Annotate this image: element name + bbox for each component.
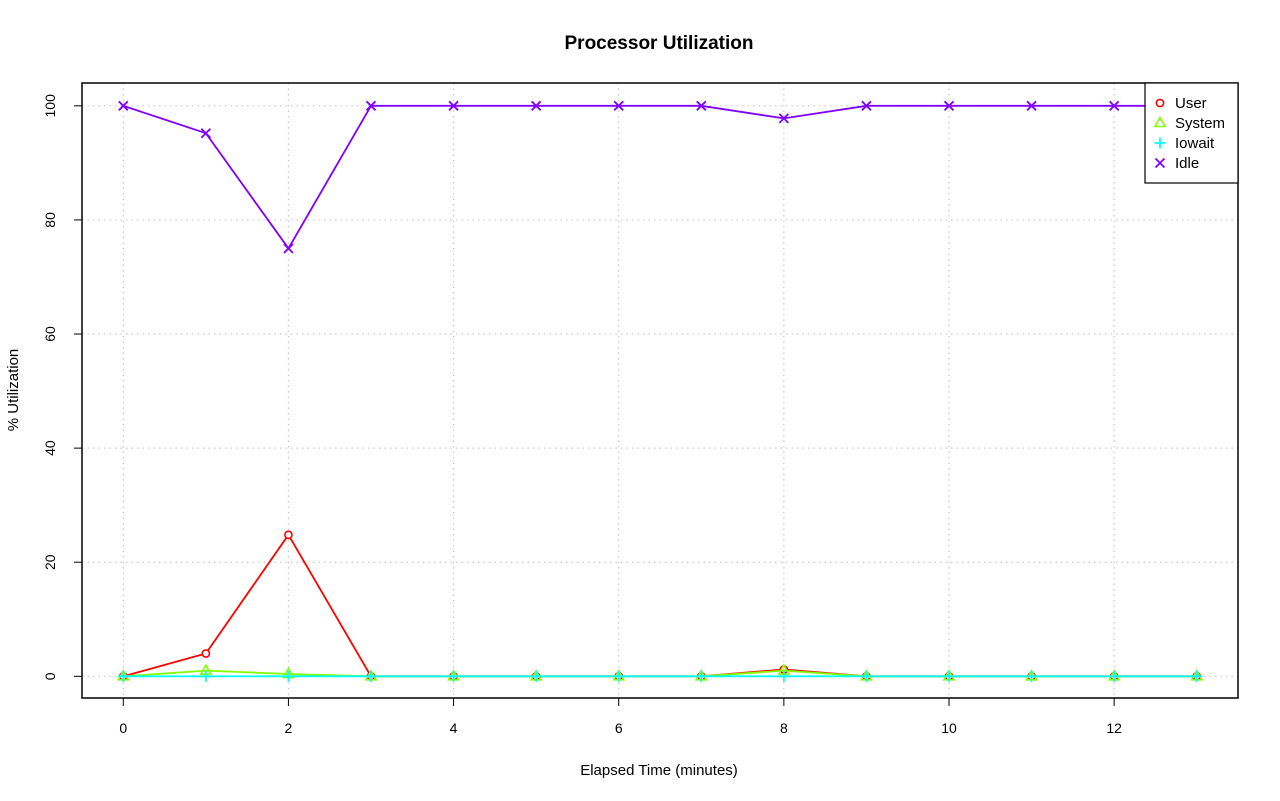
y-tick-label: 60 [42, 326, 58, 342]
data-point-iowait [943, 670, 955, 682]
data-point-idle [613, 100, 624, 111]
x-tick-label: 8 [780, 720, 788, 736]
data-point-iowait [1108, 670, 1120, 682]
x-tick-label: 4 [450, 720, 458, 736]
data-point-idle [448, 100, 459, 111]
chart-title: Processor Utilization [565, 33, 754, 54]
y-tick-label: 20 [42, 554, 58, 570]
legend-item-iowait: Iowait [1154, 135, 1215, 152]
data-point-user [284, 530, 293, 540]
data-point-iowait [695, 670, 707, 682]
y-tick-label: 40 [42, 440, 58, 456]
series-iowait [117, 670, 1203, 682]
legend-marker-user [1155, 98, 1165, 108]
legend: User System Iowait Idle [1144, 82, 1239, 184]
legend-label-system: System [1175, 115, 1225, 132]
x-axis-label: Elapsed Time (minutes) [580, 762, 738, 779]
legend-label-user: User [1175, 95, 1207, 112]
x-tick-label: 12 [1106, 720, 1122, 736]
y-axis-label: % Utilization [5, 349, 22, 432]
data-point-iowait [365, 670, 377, 682]
data-point-idle [365, 100, 377, 111]
x-tick-label: 0 [119, 720, 127, 736]
data-point-iowait [613, 670, 625, 682]
data-point-idle [943, 100, 955, 111]
x-tick-label: 6 [615, 720, 623, 736]
data-point-iowait [448, 670, 460, 682]
data-point-idle [283, 243, 294, 254]
data-point-idle [778, 113, 789, 124]
data-point-idle [861, 100, 872, 111]
legend-marker-idle [1154, 157, 1166, 169]
legend-marker-system [1153, 115, 1167, 128]
x-tick-label: 10 [941, 720, 957, 736]
y-tick-label: 0 [42, 672, 58, 680]
data-point-iowait [1191, 670, 1203, 682]
series-line-user [123, 533, 1197, 678]
data-point-iowait [117, 670, 129, 682]
data-point-iowait [778, 670, 790, 682]
grid [82, 83, 1238, 698]
data-point-user [201, 649, 211, 658]
legend-label-idle: Idle [1175, 155, 1199, 172]
series-idle [118, 100, 1202, 254]
data-point-idle [118, 100, 129, 111]
series-layer [116, 100, 1204, 682]
plot-frame [81, 82, 1239, 699]
legend-item-user: User [1155, 95, 1207, 112]
series-system [116, 663, 1204, 681]
series-user [118, 530, 1202, 681]
data-point-idle [1109, 100, 1120, 111]
data-point-iowait [1026, 670, 1038, 682]
x-axis: 0 2 4 6 8 10 12 [119, 698, 1122, 736]
legend-item-system: System [1153, 115, 1225, 132]
data-point-idle [1026, 100, 1037, 111]
data-point-iowait [282, 670, 294, 682]
data-point-idle [531, 100, 542, 111]
data-point-idle [696, 100, 707, 111]
legend-marker-iowait [1154, 137, 1166, 149]
series-line-idle [123, 104, 1197, 251]
data-point-iowait [860, 670, 872, 682]
data-point-iowait [530, 670, 542, 682]
y-axis: 0 20 40 60 80 100 [42, 94, 82, 680]
data-point-idle [200, 128, 211, 139]
y-tick-label: 100 [42, 94, 58, 118]
y-tick-label: 80 [42, 212, 58, 228]
legend-item-idle: Idle [1154, 155, 1199, 172]
x-tick-label: 2 [285, 720, 293, 736]
legend-label-iowait: Iowait [1175, 135, 1215, 152]
data-point-iowait [200, 670, 212, 682]
